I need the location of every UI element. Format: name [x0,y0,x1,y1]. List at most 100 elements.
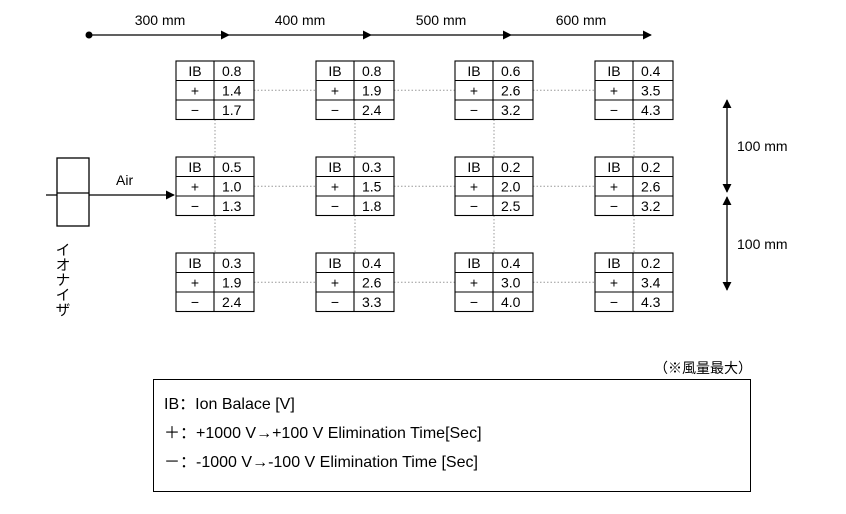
row-symbol-ib: IB [328,63,341,79]
table-border [175,60,255,121]
row-symbol-minus: − [191,198,199,214]
measurement-table: IB 0.8 + 1.4 − 1.7 [175,60,255,121]
value-minus: 2.5 [501,198,521,214]
value-plus: 1.4 [222,82,242,98]
row-symbol-ib: IB [607,159,620,175]
legend-text: Ion Balace [V] [195,396,295,413]
distance-axis-x: 300 mm 400 mm 500 mm 600 mm [85,12,652,40]
row-symbol-minus: − [470,198,478,214]
table-border [315,60,395,121]
row-symbol-plus: + [331,178,339,194]
row-symbol-ib: IB [328,159,341,175]
value-minus: 3.2 [641,198,661,214]
measurement-table: IB 0.4 + 3.0 − 4.0 [454,252,534,313]
distance-label-300: 300 mm [135,12,186,28]
value-minus: 2.4 [222,294,242,310]
measurement-table: IB 0.6 + 2.6 − 3.2 [454,60,534,121]
value-plus: 3.0 [501,274,521,290]
row-symbol-plus: + [191,82,199,98]
row-symbol-plus: + [191,178,199,194]
vertical-distance-label-lower: 100 mm [737,236,788,252]
row-symbol-ib: IB [188,159,201,175]
vertical-distance-label-upper: 100 mm [737,138,788,154]
value-ib: 0.5 [222,159,242,175]
measurement-table: IB 0.3 + 1.9 − 2.4 [175,252,255,313]
table-border [454,156,534,217]
table-border [175,252,255,313]
row-symbol-ib: IB [607,63,620,79]
value-minus: 4.0 [501,294,521,310]
value-ib: 0.3 [362,159,382,175]
row-symbol-minus: − [610,102,618,118]
measurement-table: IB 0.5 + 1.0 − 1.3 [175,156,255,217]
value-ib: 0.2 [641,159,661,175]
table-border [594,156,674,217]
row-symbol-ib: IB [467,63,480,79]
row-symbol-minus: − [610,294,618,310]
row-symbol-plus: + [191,274,199,290]
row-symbol-minus: − [331,198,339,214]
legend-text: +1000 V→+100 V Elimination Time[Sec] [196,425,482,442]
value-ib: 0.6 [501,63,521,79]
value-plus: 2.6 [362,274,382,290]
value-plus: 3.4 [641,274,661,290]
row-symbol-minus: − [331,294,339,310]
row-symbol-plus: + [610,178,618,194]
value-ib: 0.8 [362,63,382,79]
row-symbol-minus: − [191,102,199,118]
grid-connectors [214,89,635,283]
measurement-table: IB 0.2 + 2.6 − 3.2 [594,156,674,217]
row-symbol-plus: + [331,82,339,98]
legend-row-minus: －：-1000 V→-100 V Elimination Time [Sec] [164,448,740,477]
value-minus: 3.3 [362,294,382,310]
legend-key: IB [164,396,180,413]
value-plus: 1.9 [222,274,242,290]
value-plus: 2.0 [501,178,521,194]
legend-separator: ： [180,425,197,442]
legend-row-ib: IB：Ion Balace [V] [164,390,740,419]
distance-label-400: 400 mm [275,12,326,28]
row-symbol-plus: + [610,82,618,98]
measurement-table: IB 0.2 + 3.4 − 4.3 [594,252,674,313]
value-plus: 1.0 [222,178,242,194]
air-label: Air [116,172,133,188]
legend-row-plus: ＋：+1000 V→+100 V Elimination Time[Sec] [164,419,740,448]
value-minus: 1.7 [222,102,242,118]
value-ib: 0.2 [501,159,521,175]
table-border [315,156,395,217]
row-symbol-ib: IB [467,159,480,175]
value-minus: 1.3 [222,198,242,214]
table-border [315,252,395,313]
measurement-table: IB 0.3 + 1.5 − 1.8 [315,156,395,217]
legend-separator: ： [180,454,197,471]
measurement-table: IB 0.4 + 2.6 − 3.3 [315,252,395,313]
row-symbol-plus: + [470,274,478,290]
value-plus: 1.5 [362,178,382,194]
value-ib: 0.2 [641,255,661,271]
table-border [175,156,255,217]
measurement-table: IB 0.8 + 1.9 − 2.4 [315,60,395,121]
row-symbol-minus: − [470,102,478,118]
row-symbol-minus: − [610,198,618,214]
ionizer-label: イオナイザ [54,242,71,317]
row-symbol-ib: IB [607,255,620,271]
legend-key: ＋ [164,425,181,442]
row-symbol-plus: + [470,82,478,98]
row-symbol-ib: IB [188,255,201,271]
table-border [454,252,534,313]
value-ib: 0.3 [222,255,242,271]
value-ib: 0.4 [641,63,661,79]
value-ib: 0.4 [362,255,382,271]
value-plus: 1.9 [362,82,382,98]
row-symbol-ib: IB [467,255,480,271]
row-symbol-ib: IB [328,255,341,271]
ionizer: イオナイザ [46,157,97,317]
value-plus: 2.6 [501,82,521,98]
value-plus: 2.6 [641,178,661,194]
legend-separator: ： [179,396,196,413]
value-plus: 3.5 [641,82,661,98]
distance-label-500: 500 mm [416,12,467,28]
legend-text: -1000 V→-100 V Elimination Time [Sec] [196,454,478,471]
row-symbol-ib: IB [188,63,201,79]
row-symbol-plus: + [331,274,339,290]
